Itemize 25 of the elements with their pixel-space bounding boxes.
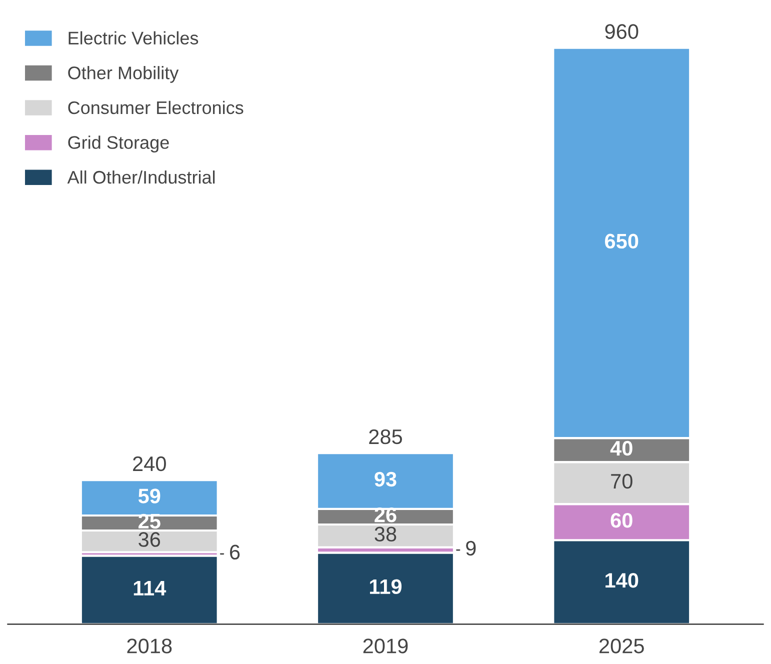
data-label: 6: [230, 544, 240, 560]
data-label: 119: [370, 579, 402, 594]
data-label: 93: [374, 472, 396, 487]
bar: [80, 554, 219, 624]
legend-label: Consumer Electronics: [68, 100, 244, 114]
total-label: 240: [133, 456, 166, 472]
data-label: 140: [606, 572, 638, 588]
data-label: 38: [374, 526, 396, 542]
total-label: 285: [369, 429, 402, 444]
data-label: 70: [611, 474, 632, 489]
x-tick-label: 2019: [363, 638, 408, 654]
x-tick-label: 2018: [127, 638, 172, 654]
data-label: 60: [610, 512, 632, 528]
legend-label: Grid Storage: [68, 136, 169, 152]
data-label: 36: [138, 532, 160, 547]
x-tick-label: 2025: [599, 638, 644, 654]
data-label: 40: [610, 440, 632, 456]
legend-label: All Other/Industrial: [67, 170, 215, 184]
legend-label: Other Mobility: [68, 66, 179, 83]
data-label: 9: [466, 540, 476, 556]
data-label: 650: [605, 234, 638, 249]
data-label: 114: [134, 580, 166, 596]
legend-label: Electric Vehicles: [68, 31, 198, 45]
total-label: 960: [605, 24, 638, 39]
data-label: 59: [138, 488, 160, 504]
